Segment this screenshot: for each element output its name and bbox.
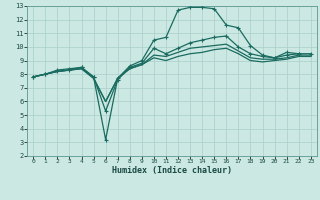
X-axis label: Humidex (Indice chaleur): Humidex (Indice chaleur): [112, 166, 232, 175]
